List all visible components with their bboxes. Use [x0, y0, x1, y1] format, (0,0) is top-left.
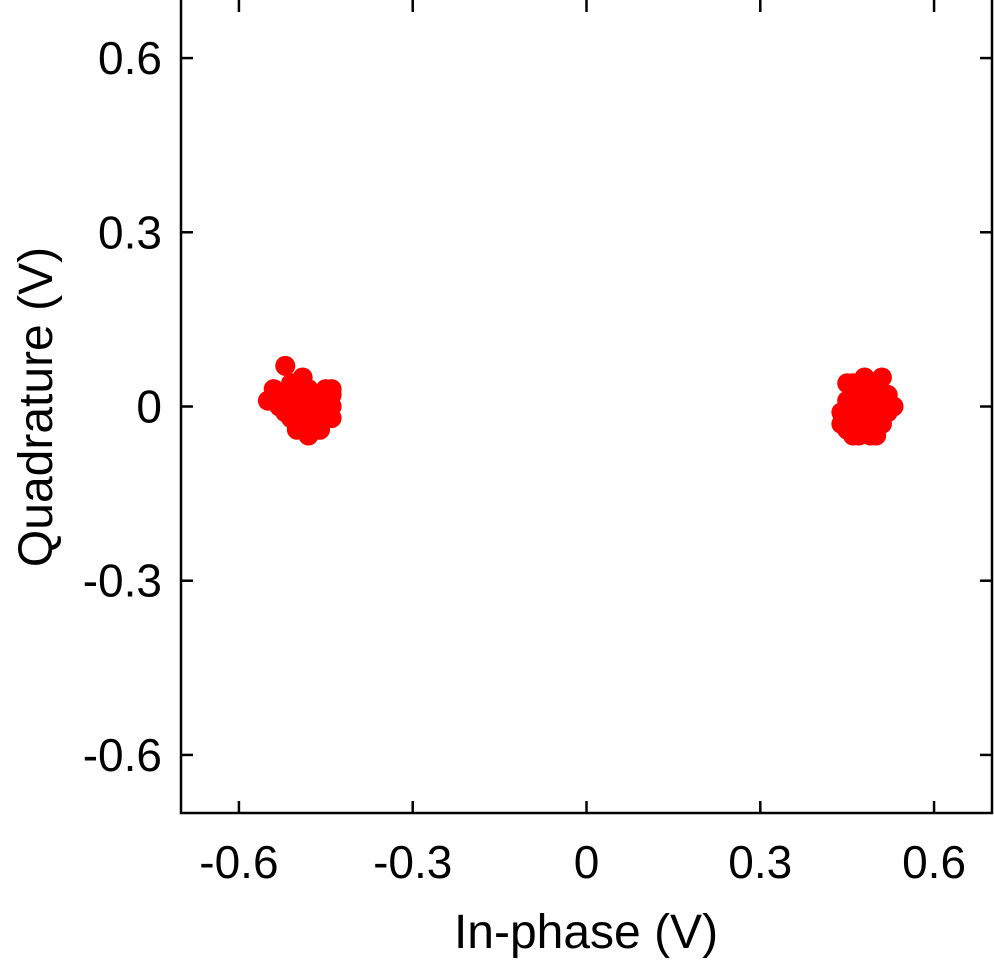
y-tick-label: 0.3 [98, 206, 162, 258]
y-tick-label: -0.3 [83, 555, 162, 607]
x-tick-label: 0.6 [902, 836, 966, 888]
data-point [321, 384, 342, 405]
x-tick-label: 0 [574, 836, 600, 888]
x-tick-label: 0.3 [728, 836, 792, 888]
y-tick-label: 0 [136, 381, 162, 433]
x-tick-label: -0.3 [373, 836, 452, 888]
axis-ticks: -0.6 -0.3 0 0.3 0.6 -0.6 -0.3 0 0.3 0.6 [83, 0, 992, 888]
data-point [848, 425, 869, 446]
data-point [854, 373, 875, 394]
data-point [866, 396, 887, 417]
data-point [298, 379, 319, 400]
data-point [866, 425, 887, 446]
y-tick-label: 0.6 [98, 32, 162, 84]
x-axis-title: In-phase (V) [454, 906, 718, 959]
data-point [275, 355, 296, 376]
y-axis-title: Quadrature (V) [10, 247, 63, 567]
y-tick-label: -0.6 [83, 729, 162, 781]
data-point [281, 384, 302, 405]
data-point [831, 402, 852, 423]
data-points [257, 355, 904, 446]
x-tick-label: -0.6 [199, 836, 278, 888]
